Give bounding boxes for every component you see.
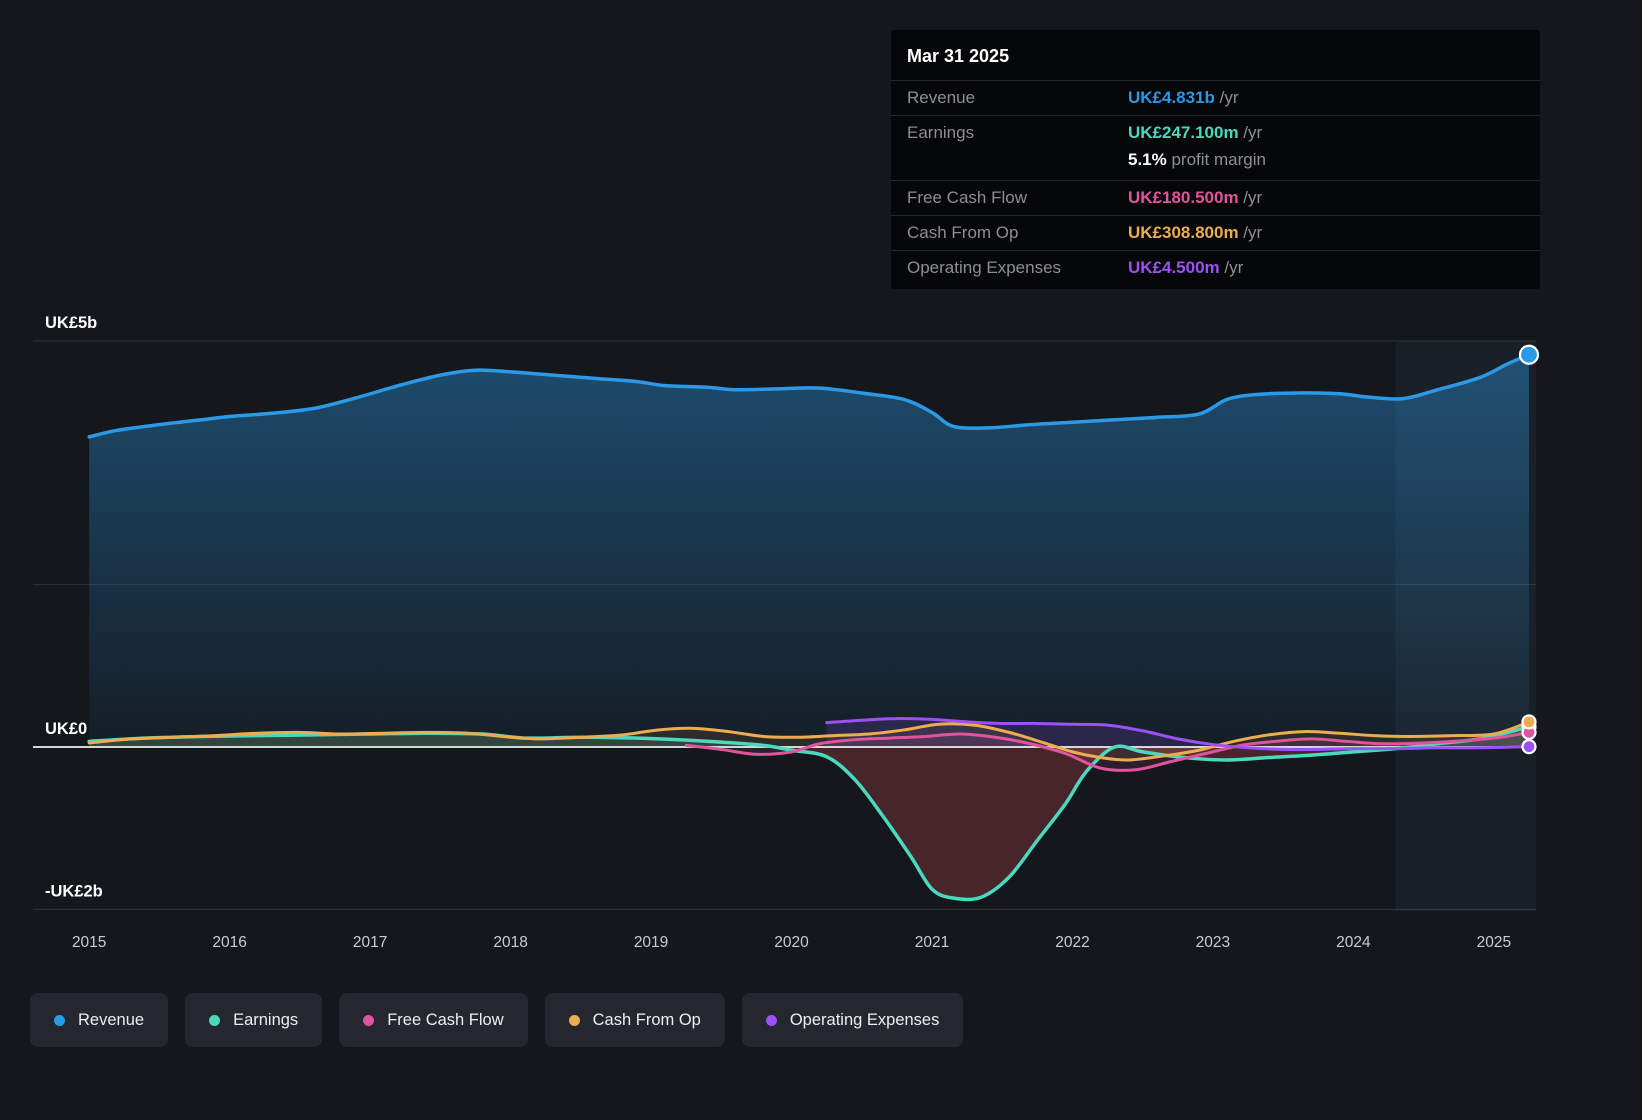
y-tick-label: UK£0 bbox=[45, 720, 87, 738]
x-tick-label: 2015 bbox=[72, 934, 106, 951]
tooltip-rows: Revenue UK£4.831b /yr Earnings UK£247.100m … bbox=[891, 80, 1540, 285]
line-operating-expenses bbox=[825, 717, 1531, 752]
chart-legend: Revenue Earnings Free Cash Flow Cash From O… bbox=[30, 993, 964, 1047]
y-axis-labels: UK£5b UK£0 -UK£2b bbox=[45, 314, 103, 900]
tooltip-row-earnings: Earnings UK£247.100m /yr bbox=[891, 115, 1540, 150]
line-cash-from-op bbox=[87, 720, 1531, 762]
y-tick-label: UK£5b bbox=[45, 314, 97, 332]
tooltip-row-label: Free Cash Flow bbox=[907, 188, 1027, 207]
x-tick-label: 2016 bbox=[212, 934, 246, 951]
x-tick-label: 2021 bbox=[915, 934, 949, 951]
endpoint-dot-cash-from-op bbox=[1521, 714, 1537, 730]
series-lines bbox=[87, 352, 1531, 902]
endpoint-dot-operating-expenses bbox=[1521, 739, 1537, 755]
endpoint-dot-revenue bbox=[1518, 344, 1540, 365]
series-areas bbox=[89, 354, 1529, 900]
tooltip-row-value: UK£4.831b /yr bbox=[1128, 88, 1239, 107]
legend-label: Revenue bbox=[78, 1010, 145, 1029]
x-tick-label: 2017 bbox=[353, 934, 387, 951]
legend-dot-earnings bbox=[209, 1014, 221, 1026]
legend-item-revenue[interactable]: Revenue bbox=[30, 993, 169, 1047]
legend-dot-operating-expenses bbox=[765, 1014, 777, 1026]
tooltip-date: Mar 31 2025 bbox=[907, 46, 1010, 66]
x-tick-label: 2025 bbox=[1477, 934, 1511, 951]
tooltip-row-profit-margin: 5.1% profit margin bbox=[891, 150, 1540, 180]
y-tick-label: -UK£2b bbox=[45, 882, 103, 900]
series-endpoint-dots bbox=[1518, 344, 1540, 755]
tooltip-row-value: UK£180.500m /yr bbox=[1128, 188, 1263, 207]
chart-tooltip: Mar 31 2025 Revenue UK£4.831b /yr Earnings… bbox=[891, 30, 1540, 289]
area-revenue bbox=[89, 354, 1529, 747]
tooltip-row-label: Earnings bbox=[907, 123, 975, 142]
tooltip-row-cash-from-op: Cash From Op UK£308.800m /yr bbox=[891, 215, 1540, 250]
legend-label: Cash From Op bbox=[592, 1010, 701, 1029]
legend-item-earnings[interactable]: Earnings bbox=[185, 993, 323, 1047]
tooltip-row-value: UK£247.100m /yr bbox=[1128, 123, 1263, 142]
area-cash-from-op bbox=[89, 721, 1529, 761]
legend-dot-revenue bbox=[54, 1014, 65, 1026]
legend-item-operating-expenses[interactable]: Operating Expenses bbox=[741, 993, 964, 1047]
x-tick-label: 2023 bbox=[1196, 934, 1230, 951]
tooltip-row-label: Revenue bbox=[907, 88, 976, 107]
area-operating-expenses bbox=[826, 718, 1529, 750]
legend-item-cash-from-op[interactable]: Cash From Op bbox=[544, 993, 725, 1047]
tooltip-row-value: UK£4.500m /yr bbox=[1128, 258, 1244, 277]
area-pos-earnings bbox=[89, 726, 1529, 747]
line-revenue bbox=[87, 352, 1531, 439]
legend-label: Earnings bbox=[233, 1010, 299, 1029]
x-tick-label: 2022 bbox=[1055, 934, 1089, 951]
x-tick-label: 2024 bbox=[1336, 934, 1371, 951]
legend-dot-free-cash-flow bbox=[363, 1014, 375, 1026]
tooltip-row-value: UK£308.800m /yr bbox=[1128, 223, 1263, 242]
x-tick-label: 2018 bbox=[493, 934, 527, 951]
legend-label: Operating Expenses bbox=[789, 1010, 940, 1029]
line-free-cash-flow bbox=[684, 730, 1531, 772]
x-axis-labels: 2015 2016 2017 2018 2019 2020 2021 2022 2023 2024… bbox=[72, 934, 1511, 951]
legend-dot-cash-from-op bbox=[568, 1014, 580, 1026]
legend-label: Free Cash Flow bbox=[387, 1010, 504, 1029]
tooltip-row-operating-expenses: Operating Expenses UK£4.500m /yr bbox=[891, 250, 1540, 285]
tooltip-row-free-cash-flow: Free Cash Flow UK£180.500m /yr bbox=[891, 180, 1540, 215]
tooltip-row-revenue: Revenue UK£4.831b /yr bbox=[891, 80, 1540, 115]
x-tick-label: 2019 bbox=[634, 934, 668, 951]
x-tick-label: 2020 bbox=[774, 934, 809, 951]
tooltip-row-label: Cash From Op bbox=[907, 223, 1019, 242]
tooltip-row-value: 5.1% profit margin bbox=[1128, 150, 1266, 169]
legend-item-free-cash-flow[interactable]: Free Cash Flow bbox=[339, 993, 528, 1047]
tooltip-row-label: Operating Expenses bbox=[907, 258, 1062, 277]
